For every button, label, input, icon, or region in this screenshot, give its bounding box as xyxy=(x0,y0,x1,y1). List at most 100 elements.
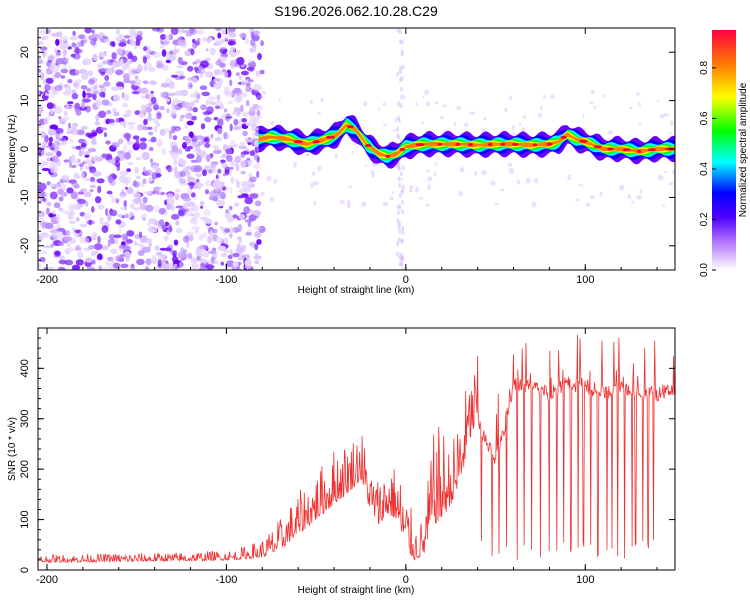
spectrogram-noise-blob xyxy=(59,35,69,42)
spectrogram-noise-blob xyxy=(93,243,103,251)
spectrogram-noise-blob xyxy=(241,118,247,123)
spectrogram-noise-blob xyxy=(168,81,175,89)
spectrogram-peak xyxy=(560,135,567,139)
spectrogram-noise-blob xyxy=(195,178,200,184)
spectrogram-noise-blob xyxy=(57,188,64,195)
colorbar-tick-label: 0.4 xyxy=(699,162,710,176)
spectrogram-noise-blob xyxy=(144,169,154,176)
spectrogram-noise-blob xyxy=(210,133,214,139)
spectrogram-noise-blob xyxy=(143,236,148,243)
spectrogram-noise-blob xyxy=(49,109,54,115)
spectrogram-noise-blob xyxy=(87,148,97,153)
spectrogram-noise-blob xyxy=(43,35,49,40)
spectrogram-noise-blob xyxy=(382,124,387,127)
spectrogram-noise-blob xyxy=(56,150,62,157)
spectrogram-noise-blob xyxy=(80,188,88,192)
spectrogram-noise-blob xyxy=(90,38,97,46)
spectrogram-noise-blob xyxy=(210,163,216,169)
spectrogram-noise-blob xyxy=(218,46,227,50)
spectrogram-noise-blob xyxy=(50,61,56,67)
spectrogram-noise-blob xyxy=(63,49,68,55)
snr-xtick-label: 0 xyxy=(403,574,409,586)
spectrogram-noise-blob xyxy=(82,90,86,99)
spectrogram-noise-blob xyxy=(129,211,134,217)
spectrogram-noise-blob xyxy=(224,166,231,174)
spectrogram-noise-blob xyxy=(219,38,225,45)
spectrogram-noise-blob xyxy=(212,149,222,155)
spectrogram-noise-blob xyxy=(148,146,154,152)
spectrogram-noise-blob xyxy=(122,73,130,80)
spectrogram-noise-blob xyxy=(58,116,62,120)
spectrogram-noise-blob xyxy=(173,263,178,267)
spectrogram-noise-blob xyxy=(317,165,322,171)
spectrogram-noise-blob xyxy=(248,214,257,222)
spectrogram-noise-blob xyxy=(195,229,199,234)
spectrogram-noise-blob xyxy=(42,197,47,202)
spectrogram-noise-blob xyxy=(245,100,250,107)
spectrogram-noise-blob xyxy=(370,170,375,173)
spectrogram-noise-blob xyxy=(59,132,64,140)
spectrogram-noise-blob xyxy=(92,53,98,61)
spectrogram-noise-blob xyxy=(371,172,376,178)
spectrogram-noise-blob xyxy=(74,184,81,189)
spectrogram-noise-blob xyxy=(85,237,90,244)
spectrogram-noise-blob xyxy=(229,123,233,132)
spectrogram-noise-blob xyxy=(77,158,81,163)
spectrogram-noise-blob xyxy=(192,77,198,84)
spectrogram-noise-blob xyxy=(72,82,79,88)
spectrogram-noise-blob xyxy=(397,210,400,215)
spectrogram-noise-blob xyxy=(197,252,204,257)
spectrogram-noise-blob xyxy=(105,140,111,145)
spectrogram-noise-blob xyxy=(304,153,310,157)
spectrogram-noise-blob xyxy=(53,106,63,114)
spectrogram-noise-blob xyxy=(398,228,402,234)
spectrogram-noise-blob xyxy=(247,62,254,67)
spectrogram-noise-blob xyxy=(93,89,100,94)
spectrogram-noise-blob xyxy=(70,139,74,143)
spectrogram-noise-blob xyxy=(94,250,99,255)
spectrogram-noise-blob xyxy=(81,98,91,103)
spectrogram-noise-blob xyxy=(174,193,180,201)
spectrogram-noise-blob xyxy=(433,172,437,177)
snr-line xyxy=(38,334,675,564)
spectrogram-noise-blob xyxy=(148,177,153,182)
spectrogram-noise-blob xyxy=(240,70,249,76)
spectrogram-noise-blob xyxy=(103,81,111,87)
spectrogram-noise-blob xyxy=(209,101,216,106)
spectrogram-noise-blob xyxy=(71,264,81,270)
spectrogram-noise-blob xyxy=(401,199,405,205)
spectrogram-noise-blob xyxy=(197,69,206,74)
spectrogram-noise-blob xyxy=(538,112,542,118)
spectrogram-noise-blob xyxy=(225,148,233,155)
spectrogram-noise-blob xyxy=(224,237,229,245)
spectrogram-noise-blob xyxy=(144,266,150,270)
spectrogram-noise-blob xyxy=(125,239,133,244)
spectrogram-noise-blob xyxy=(146,117,154,121)
spectrogram-noise-blob xyxy=(177,251,185,259)
spectrogram-noise-blob xyxy=(481,169,487,175)
spectrogram-noise-blob xyxy=(116,48,123,56)
spectrogram-noise-blob xyxy=(146,222,151,227)
spectrogram-noise-blob xyxy=(221,29,231,35)
spectrogram-noise-blob xyxy=(398,193,402,198)
spectrogram-noise-blob xyxy=(165,59,171,64)
spectrogram-noise-blob xyxy=(269,196,275,202)
spectrogram-noise-blob xyxy=(421,120,424,125)
spectrogram-noise-blob xyxy=(232,252,240,258)
spectrogram-noise-blob xyxy=(239,141,246,148)
spectrogram-noise-blob xyxy=(39,46,48,51)
spectrogram-noise-blob xyxy=(227,40,236,46)
spectrogram-noise-blob xyxy=(266,175,272,182)
spectrogram-noise-blob xyxy=(122,144,128,152)
spectrogram-noise-blob xyxy=(129,38,135,46)
spectrogram-noise-blob xyxy=(399,65,402,71)
spectrogram-noise-blob xyxy=(204,57,211,62)
spectrogram-noise-blob xyxy=(245,86,252,93)
spectrogram-noise-blob xyxy=(203,244,209,250)
spectrogram-noise-blob xyxy=(197,29,205,35)
spectrogram-noise-blob xyxy=(41,161,49,165)
spectrogram-noise-blob xyxy=(178,157,184,164)
spectrogram-noise-blob xyxy=(221,68,227,73)
spectrogram-noise-blob xyxy=(70,53,76,58)
spectrogram-noise-blob xyxy=(200,205,204,209)
